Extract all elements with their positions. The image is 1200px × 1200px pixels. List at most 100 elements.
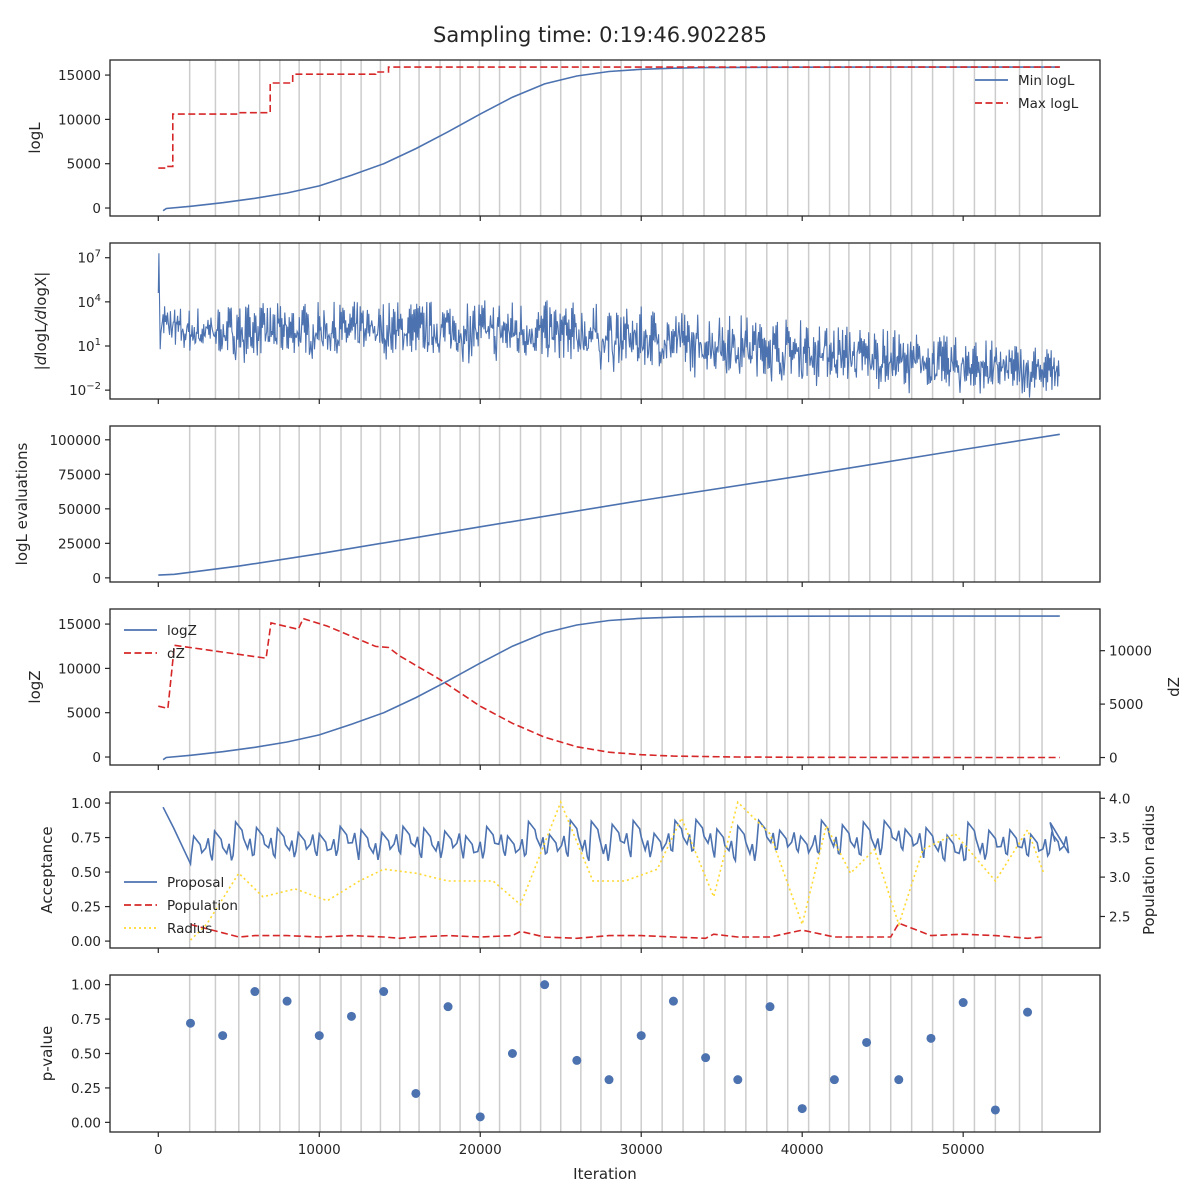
legend-label: Radius — [167, 921, 212, 937]
legend: logZ dZ — [124, 623, 197, 662]
legend: Min logL Max logL — [975, 73, 1079, 112]
y-tick-label-right: 3.0 — [1109, 870, 1130, 886]
data-point — [636, 1031, 646, 1041]
data-point — [572, 1055, 582, 1065]
series-line — [162, 66, 1060, 212]
legend-label: Min logL — [1018, 73, 1075, 89]
data-point — [379, 987, 389, 997]
data-point — [314, 1031, 324, 1041]
series-line — [158, 617, 1060, 759]
axes-frame — [109, 974, 1101, 1133]
y-tick-label: 25000 — [58, 536, 101, 552]
panel-1: 0 5000 10000 15000 logL Min logL Max logL — [26, 59, 1101, 221]
y-tick-label: 0 — [92, 201, 101, 217]
x-tick-label: 40000 — [781, 1142, 824, 1158]
series-line — [162, 615, 1060, 761]
y-tick-label-right: 10000 — [1109, 644, 1152, 660]
axes-frame — [109, 242, 1101, 400]
axes-frame — [109, 608, 1101, 766]
panel-3: 0 25000 50000 75000 100000 logL evaluations — [13, 425, 1101, 587]
data-point — [411, 1088, 421, 1098]
data-point — [701, 1053, 711, 1063]
legend: Proposal Population Radius — [124, 875, 238, 937]
y-tick-label: 0.25 — [71, 1081, 101, 1097]
legend-label: dZ — [167, 646, 185, 662]
data-point — [282, 996, 292, 1006]
y-tick-label: 0 — [92, 750, 101, 766]
data-point — [604, 1075, 614, 1085]
y-axis-label: logL — [26, 122, 44, 154]
plot-area — [162, 800, 1070, 941]
data-point — [185, 1018, 195, 1028]
x-axis-label: Iteration — [573, 1165, 637, 1183]
data-point — [733, 1075, 743, 1085]
plot-area — [158, 615, 1060, 761]
x-tick-label: 20000 — [459, 1142, 502, 1158]
plot-area — [158, 433, 1060, 576]
data-point — [507, 1049, 517, 1058]
y-tick-label: 15000 — [58, 617, 101, 633]
y-tick-label: 50000 — [58, 502, 101, 518]
series-line — [189, 800, 1045, 941]
y-axis-label: Acceptance — [38, 826, 56, 913]
y-tick-label: 104 — [77, 293, 101, 311]
axes-frame — [109, 59, 1101, 217]
y-tick-label: 107 — [77, 249, 101, 267]
data-point — [250, 987, 260, 997]
y-tick-label: 10000 — [58, 661, 101, 677]
data-point — [668, 996, 678, 1006]
y-tick-label: 0 — [92, 571, 101, 587]
series-line — [157, 253, 1060, 398]
y-tick-label: 0.00 — [71, 1115, 101, 1131]
panel-6: 0.00 0.25 0.50 0.75 1.00 0 10000 20000 30000 4000… — [38, 974, 1101, 1158]
data-point — [862, 1037, 872, 1047]
axes-frame — [109, 791, 1101, 949]
y-tick-label: 10−2 — [69, 381, 101, 399]
y-tick-label-right: 3.5 — [1109, 831, 1130, 847]
y-tick-label-right: 2.5 — [1109, 909, 1130, 925]
y-tick-label: 75000 — [58, 467, 101, 483]
plot-area — [158, 66, 1060, 212]
y-tick-label: 0.50 — [71, 865, 101, 881]
plot-area — [157, 253, 1060, 398]
data-point — [829, 1075, 839, 1085]
series-line — [190, 922, 1044, 940]
y-tick-label: 0.00 — [71, 934, 101, 950]
y-tick-label: 1.00 — [71, 978, 101, 994]
panels: 0 5000 10000 15000 logL Min logL Max logL 10−2 1… — [13, 59, 1183, 1158]
y-axis-label: logZ — [26, 670, 44, 703]
x-tick-label: 50000 — [942, 1142, 985, 1158]
data-point — [958, 998, 968, 1008]
legend-label: logZ — [167, 623, 197, 639]
panel-5: 0.00 0.25 0.50 0.75 1.00 2.5 3.0 3.5 4.0 Acceptan… — [38, 791, 1158, 953]
y-axis-label: p-value — [38, 1026, 56, 1082]
y-axis-label-right: Population radius — [1140, 805, 1158, 935]
figure-title: Sampling time: 0:19:46.902285 — [433, 23, 767, 47]
y-tick-label: 5000 — [67, 706, 101, 722]
data-point — [1023, 1007, 1033, 1017]
x-tick-label: 0 — [154, 1142, 163, 1158]
legend-label: Max logL — [1018, 96, 1079, 112]
axes-frame — [109, 425, 1101, 583]
data-point — [346, 1011, 356, 1021]
y-axis-label-right: dZ — [1165, 677, 1183, 697]
y-tick-label: 1.00 — [71, 796, 101, 812]
y-tick-label: 5000 — [67, 157, 101, 173]
series-line — [158, 433, 1060, 576]
y-tick-label-right: 5000 — [1109, 697, 1143, 713]
data-point — [894, 1075, 904, 1085]
plot-area — [185, 980, 1033, 1122]
y-tick-label: 0.75 — [71, 1012, 101, 1028]
panel-4: 0 5000 10000 15000 0 5000 10000 logZ dZ logZ dZ — [26, 608, 1183, 770]
series-line — [158, 66, 1060, 169]
data-point — [443, 1002, 453, 1012]
y-tick-label: 10000 — [58, 112, 101, 128]
data-point — [990, 1105, 1000, 1115]
data-point — [797, 1104, 807, 1114]
data-point — [765, 1002, 775, 1012]
data-point — [475, 1112, 485, 1122]
y-tick-label: 15000 — [58, 68, 101, 84]
data-point — [540, 980, 550, 990]
y-tick-label: 0.50 — [71, 1047, 101, 1063]
